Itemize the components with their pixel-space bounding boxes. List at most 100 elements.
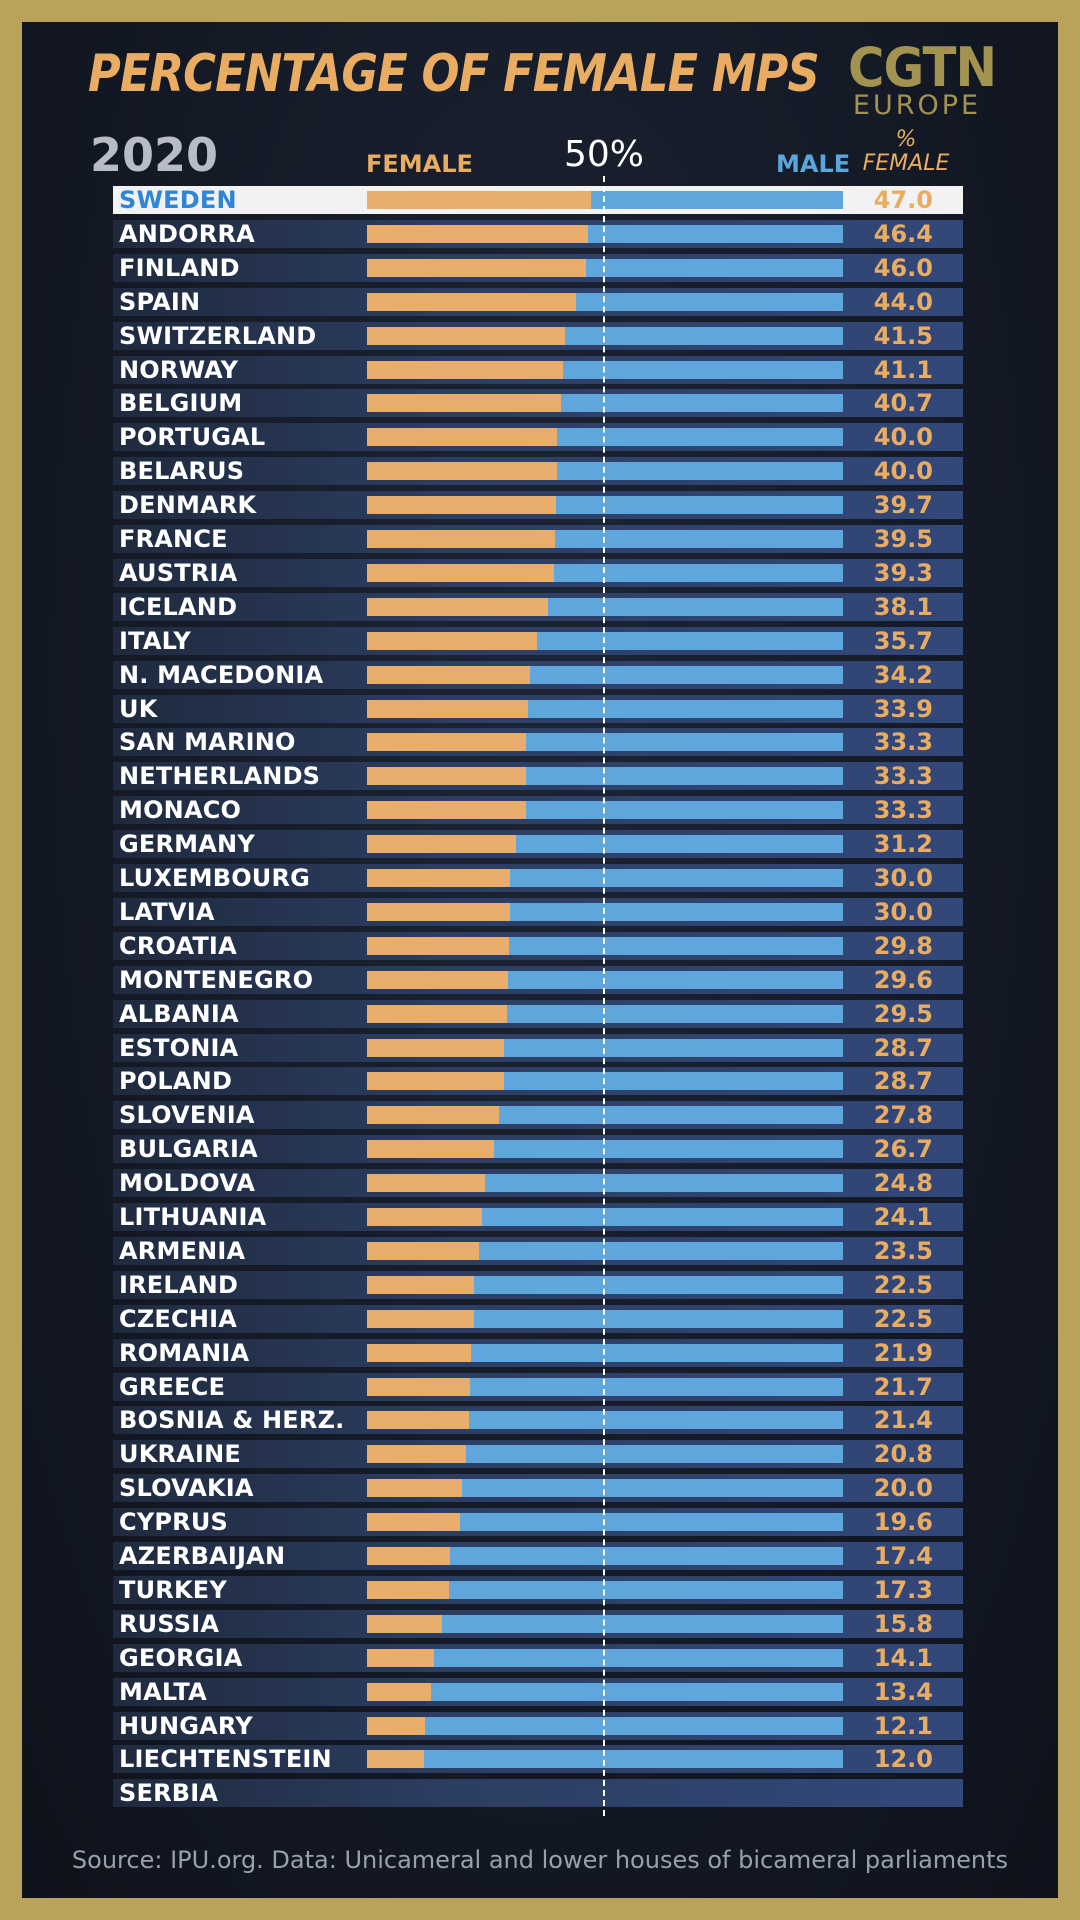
- female-bar: [367, 394, 561, 413]
- male-bar: [367, 1411, 843, 1430]
- pct-female-value: 21.4: [873, 1406, 933, 1435]
- male-bar: [367, 1547, 843, 1565]
- female-bar: [367, 530, 556, 548]
- country-row: SLOVAKIA 20.0: [113, 1474, 963, 1503]
- country-label: LUXEMBOURG: [119, 864, 311, 892]
- female-bar: [367, 360, 563, 379]
- male-bar: [367, 1513, 843, 1532]
- female-bar: [367, 1309, 475, 1328]
- pct-female-value: 33.3: [873, 762, 933, 791]
- country-label: GREECE: [119, 1372, 226, 1401]
- year-label: 2020: [90, 128, 219, 182]
- country-label: ROMANIA: [119, 1338, 250, 1367]
- country-row: ALBANIA 29.5: [113, 999, 963, 1028]
- country-row: CYPRUS 19.6: [113, 1508, 963, 1537]
- country-label: LATVIA: [119, 897, 215, 926]
- female-bar: [367, 665, 530, 684]
- country-row: FRANCE 39.5: [113, 525, 963, 553]
- country-label: NETHERLANDS: [119, 762, 321, 791]
- female-bar: [367, 1614, 443, 1633]
- pct-female-value: 30.0: [873, 897, 933, 926]
- pct-female-value: 27.8: [873, 1101, 933, 1130]
- female-bar: [367, 1682, 431, 1701]
- country-label: SWEDEN: [119, 186, 237, 214]
- pct-female-value: 35.7: [873, 626, 933, 655]
- country-row: ROMANIA 21.9: [113, 1338, 963, 1367]
- country-label: SWITZERLAND: [119, 321, 317, 350]
- pct-female-value: 17.3: [873, 1575, 933, 1604]
- female-bar: [367, 1072, 504, 1091]
- pct-female-value: 12.0: [873, 1745, 933, 1774]
- country-row: CZECHIA 22.5: [113, 1304, 963, 1333]
- country-label: PORTUGAL: [119, 423, 266, 452]
- male-bar: [367, 1716, 843, 1735]
- male-bar: [367, 1275, 843, 1294]
- pct-female-value: 14.1: [873, 1643, 933, 1672]
- female-bar: [367, 496, 556, 515]
- country-label: ANDORRA: [119, 219, 255, 248]
- pct-female-value: 41.5: [873, 321, 933, 350]
- female-bar: [367, 1174, 486, 1193]
- female-bar: [367, 224, 588, 243]
- female-bar: [367, 767, 526, 786]
- country-row: CROATIA 29.8: [113, 931, 963, 960]
- country-row: BELGIUM 40.7: [113, 389, 963, 418]
- country-row: UKRAINE 20.8: [113, 1440, 963, 1469]
- female-bar: [367, 936, 509, 955]
- midpoint-label: 50%: [564, 134, 645, 175]
- country-row: GREECE 21.7: [113, 1372, 963, 1401]
- country-row: ARMENIA 23.5: [113, 1236, 963, 1265]
- female-bar: [367, 1377, 471, 1396]
- country-label: UK: [119, 694, 158, 723]
- country-label: UKRAINE: [119, 1440, 241, 1469]
- pct-female-value: 28.7: [873, 1033, 933, 1062]
- country-label: LIECHTENSTEIN: [119, 1745, 332, 1774]
- female-bar: [367, 1513, 461, 1532]
- country-label: ARMENIA: [119, 1236, 246, 1265]
- female-bar: [367, 428, 558, 447]
- female-bar: [367, 1445, 466, 1464]
- pct-female-value: 23.5: [873, 1236, 933, 1265]
- female-bar: [367, 1479, 463, 1498]
- female-bar: [367, 1106, 500, 1125]
- country-label: NORWAY: [119, 355, 239, 384]
- pct-female-value: 21.7: [873, 1372, 933, 1401]
- country-label: AZERBAIJAN: [119, 1542, 286, 1570]
- cgtn-logo-subtitle: EUROPE: [852, 90, 982, 121]
- male-bar: [367, 1343, 843, 1362]
- country-label: SPAIN: [119, 287, 201, 316]
- country-row: FINLAND 46.0: [113, 253, 963, 282]
- country-label: SLOVAKIA: [119, 1474, 254, 1503]
- female-bar: [367, 1140, 495, 1159]
- female-bar: [367, 1275, 475, 1294]
- pct-female-value: 39.7: [873, 491, 933, 520]
- country-row: SPAIN 44.0: [113, 287, 963, 316]
- pct-female-header-symbol: %: [895, 127, 917, 152]
- pct-female-value: 29.8: [873, 931, 933, 960]
- pct-female-value: 47.0: [873, 186, 933, 214]
- country-row: ICELAND 38.1: [113, 592, 963, 621]
- female-bar: [367, 258, 586, 277]
- male-bar: [367, 1750, 843, 1769]
- pct-female-value: 22.5: [873, 1304, 933, 1333]
- pct-female-value: 22.5: [873, 1270, 933, 1299]
- country-row: ANDORRA 46.4: [113, 219, 963, 248]
- male-bar: [367, 1445, 843, 1464]
- female-bar: [367, 1716, 425, 1735]
- male-bar: [367, 1174, 843, 1193]
- country-label: BELGIUM: [119, 389, 243, 418]
- pct-female-value: 26.7: [873, 1135, 933, 1164]
- chart-title: PERCENTAGE OF FEMALE MPS: [88, 44, 820, 104]
- pct-female-value: 15.8: [873, 1609, 933, 1638]
- female-bar: [367, 1750, 425, 1769]
- country-row: UK 33.9: [113, 694, 963, 723]
- country-label: AUSTRIA: [119, 558, 238, 587]
- pct-female-value: 17.4: [873, 1542, 933, 1570]
- country-row: LITHUANIA 24.1: [113, 1203, 963, 1231]
- female-bar: [367, 1208, 482, 1226]
- country-row: NETHERLANDS 33.3: [113, 762, 963, 791]
- source-note: Source: IPU.org. Data: Unicameral and lo…: [71, 1846, 1009, 1874]
- male-bar: [367, 1479, 843, 1498]
- pct-female-value: 46.4: [873, 219, 933, 248]
- pct-female-value: 12.1: [873, 1711, 933, 1740]
